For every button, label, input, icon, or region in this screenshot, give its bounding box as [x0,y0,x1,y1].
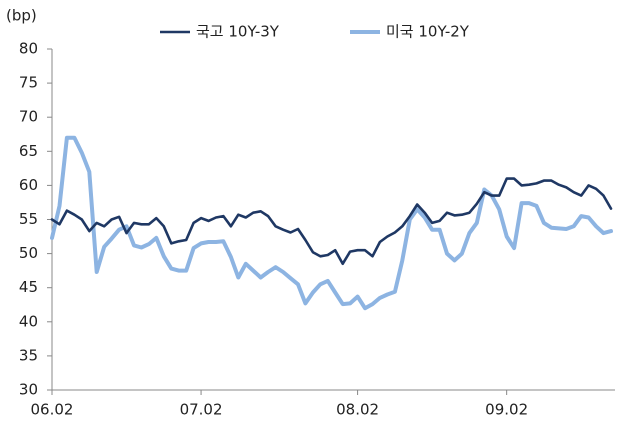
y-tick-label: 55 [19,210,38,228]
series-line [50,177,613,266]
y-tick-label: 65 [19,142,38,160]
y-tick-label: 40 [19,312,38,330]
y-tick-label: 80 [19,40,38,58]
x-tick-label: 09.02 [485,401,528,419]
series-line [50,135,613,311]
x-tick-label: 08.02 [336,401,379,419]
y-tick-label: 75 [19,74,38,92]
x-tick-label: 06.02 [31,401,74,419]
y-axis-label: (bp) [6,7,37,25]
legend-label: 미국 10Y-2Y [386,23,470,41]
legend-label: 국고 10Y-3Y [196,23,280,41]
y-tick-label: 35 [19,346,38,364]
y-tick-label: 50 [19,244,38,262]
y-tick-label: 45 [19,278,38,296]
y-tick-label: 60 [19,176,38,194]
y-tick-label: 30 [19,381,38,399]
y-tick-label: 70 [19,108,38,126]
x-tick-label: 07.02 [180,401,223,419]
legend: 국고 10Y-3Y 미국 10Y-2Y [160,23,470,41]
